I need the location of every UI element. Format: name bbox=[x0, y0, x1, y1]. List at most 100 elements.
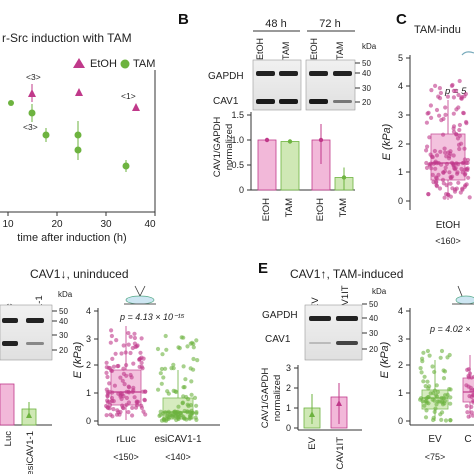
data-point bbox=[183, 377, 188, 382]
band-gapdh bbox=[279, 71, 298, 76]
svg-text:0: 0 bbox=[239, 185, 244, 195]
data-point bbox=[110, 356, 115, 361]
data-point bbox=[443, 418, 449, 423]
band-gapdh bbox=[309, 316, 331, 321]
data-point bbox=[191, 345, 196, 350]
data-point bbox=[181, 385, 186, 390]
data-point bbox=[126, 410, 131, 415]
svg-text:4: 4 bbox=[398, 81, 403, 91]
data-point bbox=[442, 195, 447, 200]
svg-text:1: 1 bbox=[398, 167, 403, 177]
data-point bbox=[163, 333, 168, 339]
data-point bbox=[164, 418, 169, 423]
data-point bbox=[465, 367, 470, 372]
band-gapdh bbox=[309, 71, 328, 76]
data-point-etoh bbox=[132, 103, 140, 111]
data-point bbox=[123, 350, 128, 355]
data-point bbox=[451, 95, 456, 100]
kda-markers: 50 40 30 20 bbox=[52, 307, 68, 355]
data-point bbox=[448, 181, 453, 186]
data-point-tam bbox=[122, 162, 130, 170]
data-point bbox=[426, 401, 431, 406]
svg-text:20: 20 bbox=[362, 98, 371, 107]
panel-d: CAV1↓, uninduced rLuc esiCAV1-1 kDa 50 4… bbox=[0, 267, 220, 474]
legend-etoh-marker-icon bbox=[73, 58, 85, 68]
data-point bbox=[436, 172, 441, 177]
data-point bbox=[432, 398, 437, 403]
data-point bbox=[434, 383, 439, 388]
svg-text:0.5: 0.5 bbox=[231, 160, 244, 170]
data-point bbox=[437, 113, 442, 118]
data-point bbox=[437, 186, 443, 191]
data-point bbox=[194, 417, 199, 422]
lane-label: EtOH bbox=[255, 38, 265, 60]
svg-text:0: 0 bbox=[286, 423, 291, 433]
panel-d-xcat: rLuc bbox=[116, 434, 135, 445]
data-point bbox=[439, 118, 444, 123]
data-point bbox=[131, 388, 136, 393]
data-point bbox=[121, 366, 126, 371]
data-point bbox=[139, 403, 144, 408]
data-point bbox=[105, 394, 110, 399]
panel-a-xtick: 10 bbox=[2, 219, 14, 230]
data-point bbox=[104, 370, 109, 375]
data-point bbox=[451, 153, 456, 158]
data-point bbox=[429, 166, 434, 171]
band-cav1 bbox=[2, 341, 18, 346]
data-point bbox=[443, 105, 448, 110]
legend-etoh-label: EtOH bbox=[90, 58, 117, 70]
data-point bbox=[418, 366, 423, 371]
data-point bbox=[443, 150, 448, 155]
data-point bbox=[467, 195, 472, 200]
data-point bbox=[434, 153, 440, 158]
svg-text:2: 2 bbox=[398, 139, 403, 149]
data-point bbox=[445, 192, 451, 197]
data-point bbox=[163, 366, 168, 371]
data-point bbox=[126, 384, 131, 389]
data-point bbox=[109, 333, 114, 339]
data-point bbox=[440, 410, 445, 415]
data-point bbox=[448, 151, 453, 156]
bar-rluc bbox=[0, 383, 15, 426]
data-point bbox=[124, 395, 129, 401]
svg-text:3: 3 bbox=[398, 110, 403, 120]
data-point bbox=[105, 374, 110, 380]
data-point bbox=[431, 417, 436, 423]
svg-text:1.5: 1.5 bbox=[231, 110, 244, 120]
data-point bbox=[140, 366, 145, 371]
data-point bbox=[452, 189, 458, 194]
data-point bbox=[110, 390, 115, 395]
panel-b-xcat: EtOH bbox=[315, 198, 326, 221]
data-point bbox=[441, 132, 446, 137]
data-point bbox=[448, 175, 453, 180]
panel-d-boxplots bbox=[104, 326, 200, 423]
panel-b-xcat: TAM bbox=[338, 198, 349, 217]
data-point bbox=[185, 410, 190, 415]
data-point bbox=[180, 400, 185, 405]
data-point bbox=[130, 413, 135, 418]
svg-text:50: 50 bbox=[362, 59, 371, 68]
bar-etoh bbox=[257, 139, 277, 191]
data-point bbox=[454, 132, 459, 137]
data-point bbox=[194, 338, 199, 343]
annotation-tam-12h: <3> bbox=[23, 122, 38, 132]
panel-e-xcat: EV bbox=[428, 434, 442, 445]
data-point bbox=[176, 416, 181, 422]
data-point bbox=[437, 86, 442, 91]
panel-e-y-ticks: 0 1 2 3 4 bbox=[398, 306, 410, 426]
panel-e-boxplots bbox=[418, 348, 474, 423]
panel-d-y-ticks: 0 1 2 3 4 bbox=[86, 306, 98, 426]
data-point bbox=[443, 165, 448, 170]
data-point bbox=[448, 395, 453, 400]
western-blot-e bbox=[304, 304, 363, 361]
data-point bbox=[175, 409, 180, 414]
data-point bbox=[127, 390, 132, 395]
svg-text:1.0: 1.0 bbox=[231, 135, 244, 145]
data-point bbox=[189, 392, 194, 397]
data-point bbox=[113, 351, 118, 356]
panel-d-pvalue: p = 4.13 × 10⁻¹⁵ bbox=[119, 312, 185, 322]
svg-text:2: 2 bbox=[398, 360, 403, 370]
panel-e-bar-y-ticks: 0 1 2 3 bbox=[286, 363, 298, 433]
bar-point bbox=[26, 412, 32, 418]
panel-d-n: <150> bbox=[113, 452, 139, 462]
